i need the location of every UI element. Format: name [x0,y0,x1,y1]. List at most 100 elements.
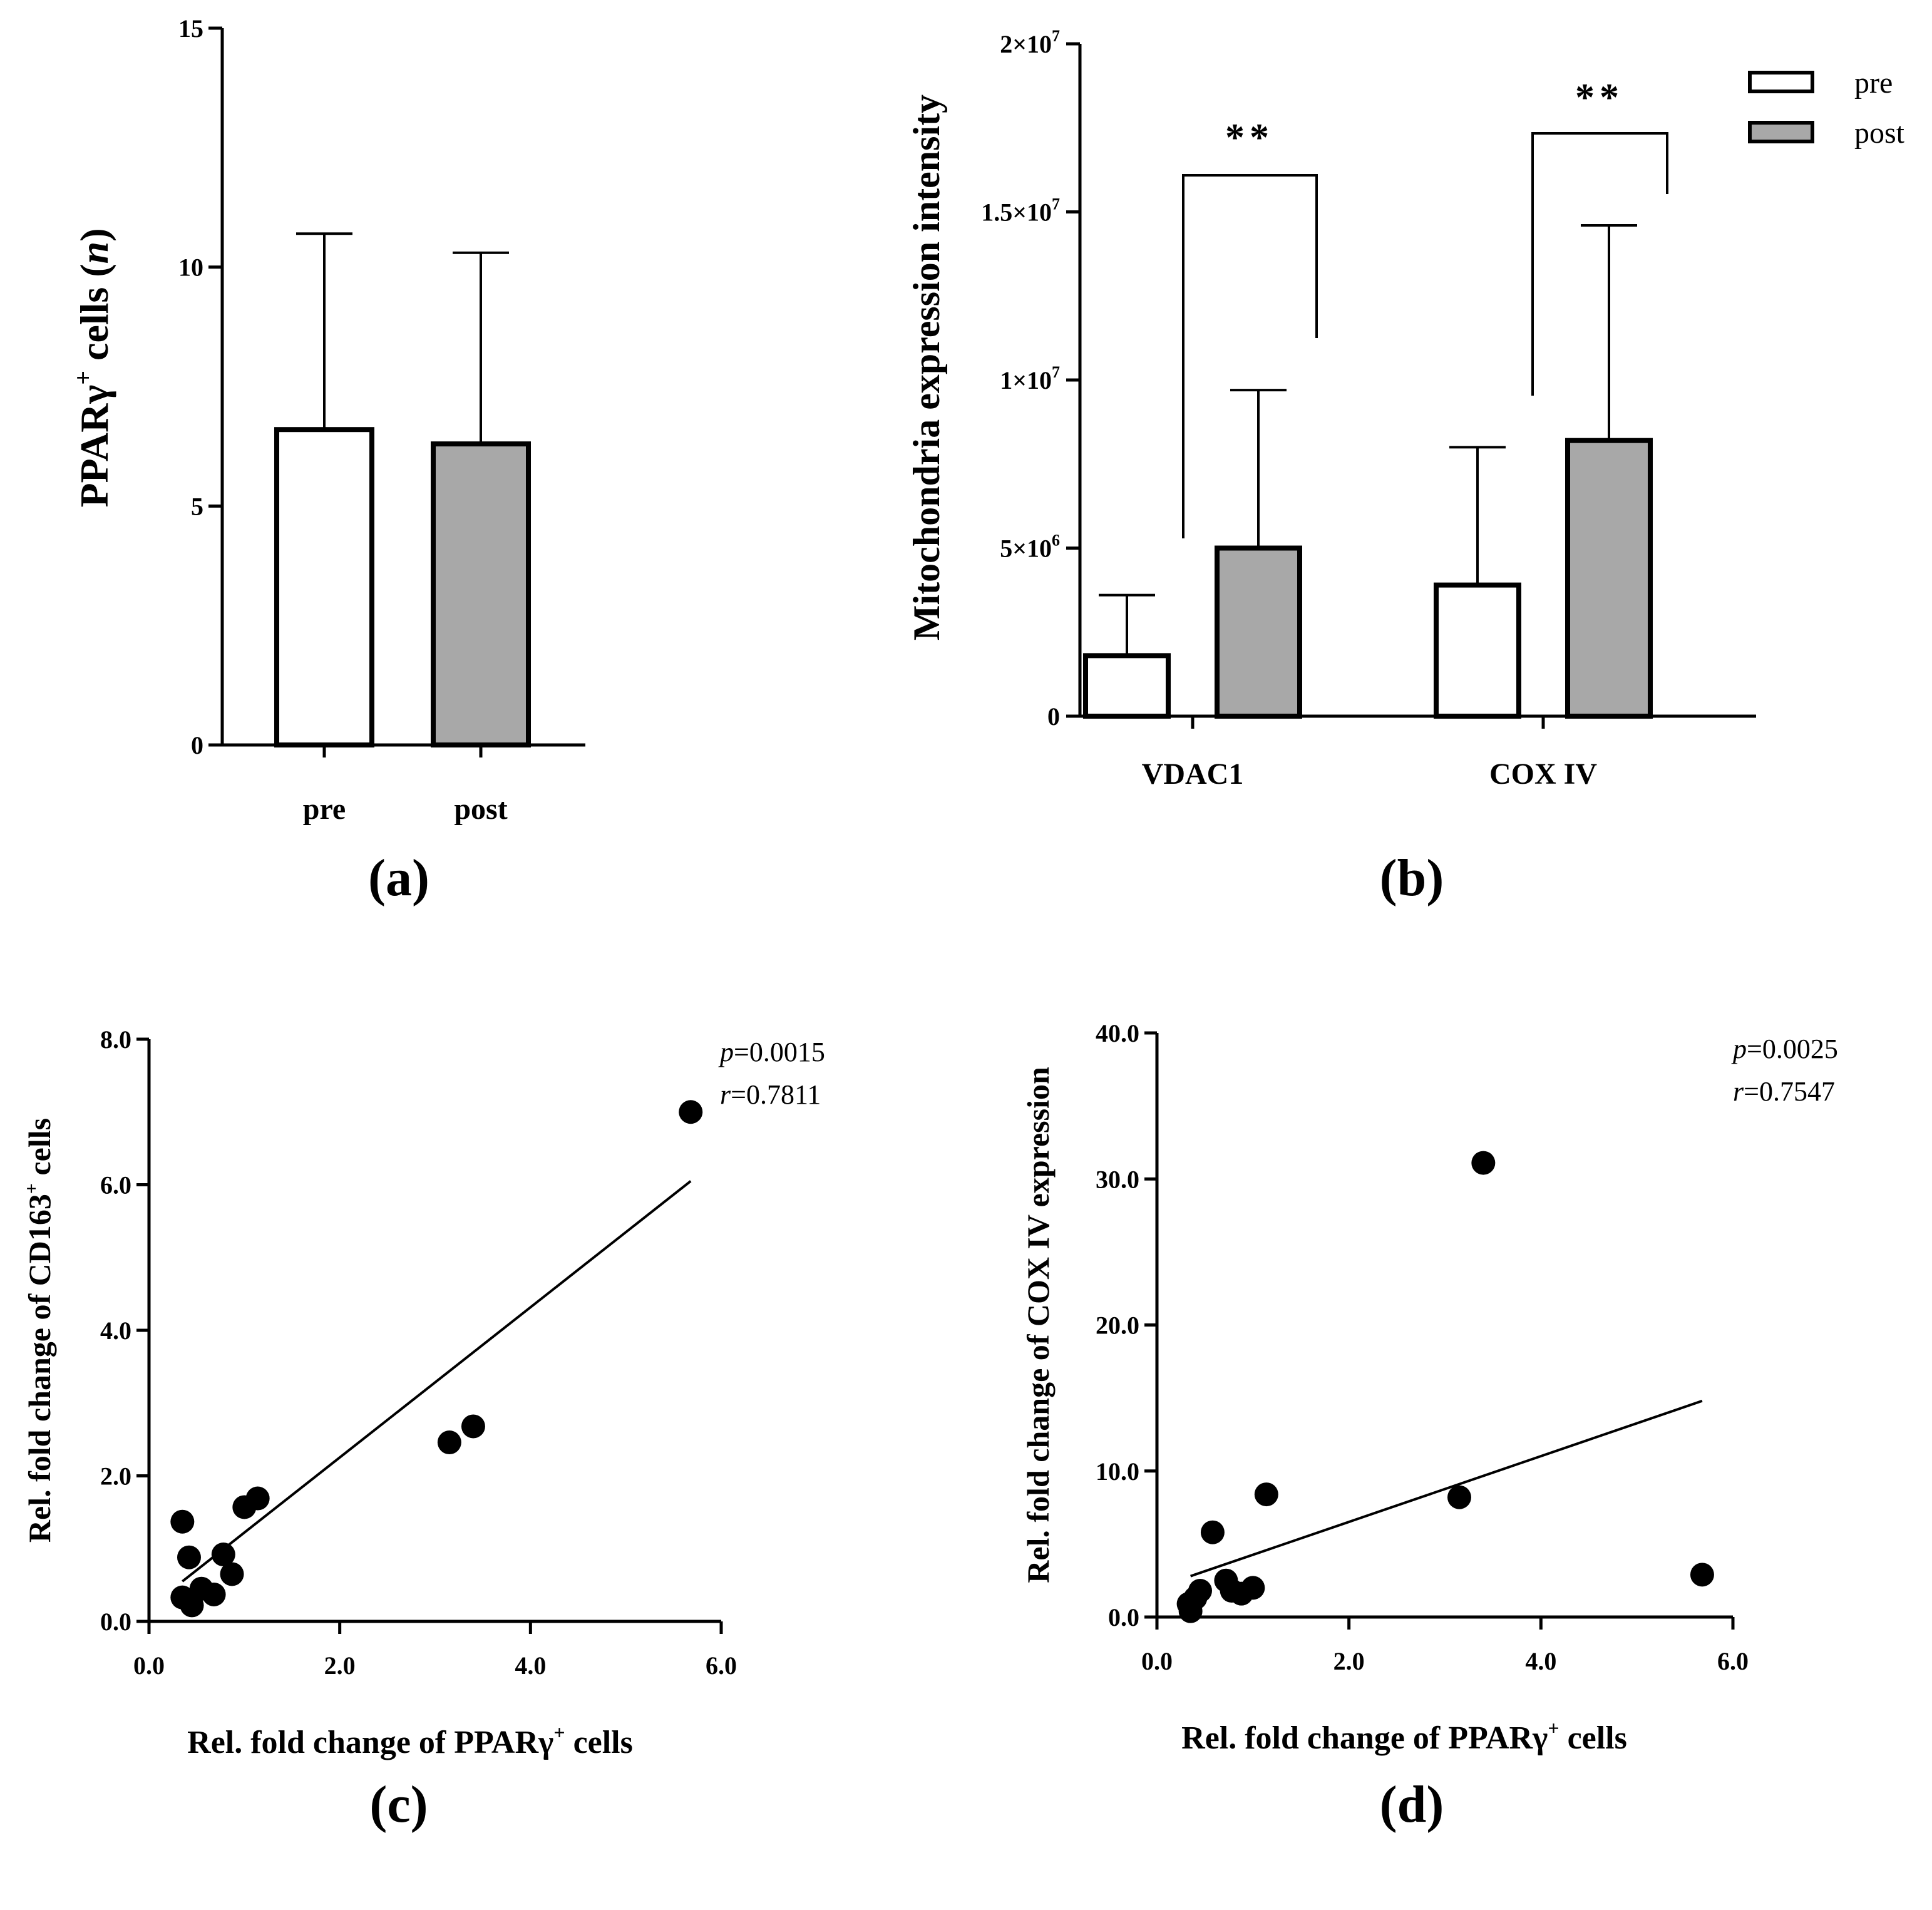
y-axis-label-main: Rel. fold change of CD163 [22,1194,57,1543]
bar-post-vdac1 [1215,545,1302,719]
data-point [437,1430,461,1455]
p-value-number: =0.0025 [1747,1034,1838,1064]
y-tick-label-base: 1.5×10 [981,198,1052,227]
y-tick-label: 1.5×107 [981,195,1060,227]
data-point [461,1414,485,1439]
bar-post-cox-iv [1565,438,1653,719]
r-value-label: r=0.7811 [720,1079,821,1110]
x-tick-label: VDAC1 [1142,757,1244,791]
y-tick-label-exp: 7 [1052,363,1060,381]
panel-c-chart: 0.02.04.06.08.00.0 2.0 4.0 6.0p=0.0015r=0.7… [21,1025,825,1834]
x-tick-label: COX IV [1489,757,1597,791]
y-tick-label: 2.0 [100,1462,131,1491]
y-axis-label-main: PPARγ [72,385,116,508]
x-tick-label: 4.0 [515,1651,546,1680]
x-tick-label: 0.0 [1141,1647,1173,1675]
p-value-symbol: p [718,1037,734,1067]
legend-label-pre: pre [1854,66,1893,100]
data-point [245,1486,270,1511]
y-tick-label: 20.0 [1096,1312,1139,1340]
y-tick-label: 30.0 [1096,1165,1139,1193]
data-point [1188,1579,1212,1603]
x-tick-label: 2.0 [324,1651,356,1680]
y-tick-label-base: 5×10 [1000,535,1052,563]
bar-pre-vdac1 [1083,653,1171,719]
panel-label: (b) [1380,849,1444,907]
y-tick-label: 8.0 [100,1025,131,1054]
x-axis-label-main: Rel. fold change of PPARγ [187,1725,553,1760]
y-axis-label: PPARγ+ cells (n) [69,228,116,507]
y-tick-label: 40.0 [1096,1019,1139,1047]
y-tick-label: 10 [178,254,203,282]
x-tick-label: 0.0 [133,1651,165,1680]
data-point [1241,1576,1265,1600]
x-tick-label: pre [303,793,346,826]
x-tick-label: 6.0 [1717,1647,1749,1675]
r-value-symbol: r [1733,1076,1744,1107]
legend-swatch-post [1748,121,1814,143]
bar-pre-cox-iv [1434,582,1521,719]
significance-bracket [1531,132,1668,396]
data-point [1200,1520,1225,1544]
data-point [1447,1485,1471,1509]
y-tick-label: 5 [191,492,203,520]
bar-pre [274,427,374,747]
panel-label: (d) [1380,1775,1444,1834]
data-point [1471,1151,1496,1175]
data-point [211,1543,235,1567]
y-axis-label-rest: cells ( [72,264,116,371]
data-point [220,1562,244,1586]
data-point [202,1582,226,1606]
y-axis-label-sup: + [21,1183,42,1194]
bar-post [431,441,531,747]
x-tick-label: 2.0 [1333,1647,1365,1675]
y-tick-label: 6.0 [100,1171,131,1199]
y-tick-label: 1×107 [1000,363,1060,394]
y-tick-label: 5×106 [1000,531,1060,563]
y-tick-label: 4.0 [100,1317,131,1345]
regression-line [182,1180,692,1583]
y-tick-label-base: 2×10 [1000,30,1052,58]
y-tick-label: 0 [1047,702,1060,731]
y-tick-label-base: 1×10 [1000,366,1052,394]
p-value-number: =0.0015 [734,1037,825,1067]
panel-label: (c) [369,1775,428,1834]
x-axis-label-rest: cells [565,1725,633,1760]
r-value-symbol: r [720,1079,731,1110]
x-tick-label: post [454,793,507,826]
data-point [1254,1482,1278,1507]
significance-stars: ** [1575,76,1624,119]
p-value-symbol: p [1731,1034,1747,1064]
y-axis-label-italic: n [72,242,116,264]
p-value-label: p=0.0015 [718,1037,825,1067]
panel-label: (a) [368,849,429,907]
y-tick-label-exp: 7 [1052,27,1060,45]
x-axis-label-sup: + [553,1721,565,1743]
y-tick-label: 10.0 [1096,1457,1139,1486]
data-point [170,1509,195,1534]
panel-a-chart: 0 5 10 15 pre post PPARγ+ cells (n) (a) [69,14,585,907]
legend-swatch-pre [1748,71,1814,93]
data-point [177,1545,201,1569]
y-tick-label: 0 [191,731,203,759]
data-point [679,1100,703,1124]
x-axis-label-sup: + [1548,1717,1559,1739]
regression-line [1190,1399,1703,1578]
r-value-number: =0.7547 [1744,1076,1835,1107]
data-point [1690,1563,1714,1587]
y-axis-label: Mitochondria expression intensity [906,95,947,640]
y-axis-label-rest: cells [22,1118,57,1183]
significance-bracket [1182,174,1318,538]
panel-d-chart: 0.010.020.030.040.00.0 2.0 4.0 6.0p=0.0025r… [1020,1019,1838,1834]
y-axis-label: Rel. fold change of CD163+ cells [21,1118,57,1543]
y-tick-label: 0.0 [1108,1603,1139,1631]
p-value-label: p=0.0025 [1731,1034,1838,1064]
x-axis-label-main: Rel. fold change of PPARγ [1181,1720,1548,1756]
y-tick-label: 2×107 [1000,27,1060,58]
y-tick-label: 15 [178,14,203,43]
x-axis-label: Rel. fold change of PPARγ+ cells [187,1721,633,1760]
y-tick-label-exp: 6 [1052,531,1060,550]
x-tick-label: 4.0 [1525,1647,1556,1675]
